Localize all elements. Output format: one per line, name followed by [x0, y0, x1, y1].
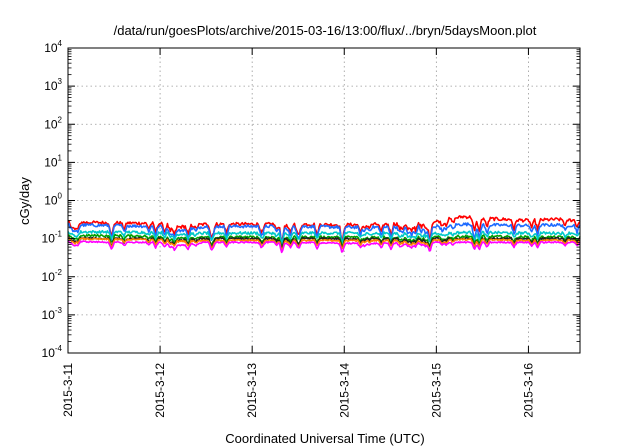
series-line-6: [67, 237, 581, 251]
plot-area-frame: [67, 47, 581, 354]
series-lines: [67, 215, 581, 254]
x-tick-label: 2015-3-11: [61, 363, 75, 417]
y-tick-label: 10-4: [42, 344, 63, 360]
y-tick-label: 100: [44, 192, 62, 208]
x-tick-label: 2015-3-12: [153, 363, 167, 418]
x-tick-label: 2015-3-16: [521, 363, 535, 418]
y-tick-label: 101: [44, 153, 62, 169]
y-tick-label: 10-3: [42, 306, 63, 322]
x-tick-label: 2015-3-14: [337, 363, 351, 418]
y-axis-label: cGy/day: [17, 177, 32, 225]
y-tick-label: 10-2: [42, 268, 63, 284]
axis-ticks: 10-4 10-3 10-2 10-1 100 101 102 103 104 2015-3-11…: [42, 39, 580, 418]
series-line-7: [67, 240, 581, 254]
grid-lines: [68, 48, 580, 353]
x-tick-label: 2015-3-13: [245, 363, 259, 418]
y-tick-label: 103: [44, 77, 62, 93]
series-line-3: [67, 229, 581, 244]
y-tick-label: 10-1: [42, 230, 63, 246]
series-line-4: [67, 233, 581, 249]
x-axis-label: Coordinated Universal Time (UTC): [225, 431, 424, 446]
series-line-2: [67, 222, 581, 246]
y-tick-label: 104: [44, 39, 62, 55]
x-tick-label: 2015-3-15: [429, 363, 443, 418]
y-tick-label: 102: [44, 115, 62, 131]
chart-title: /data/run/goesPlots/archive/2015-03-16/1…: [114, 23, 537, 38]
